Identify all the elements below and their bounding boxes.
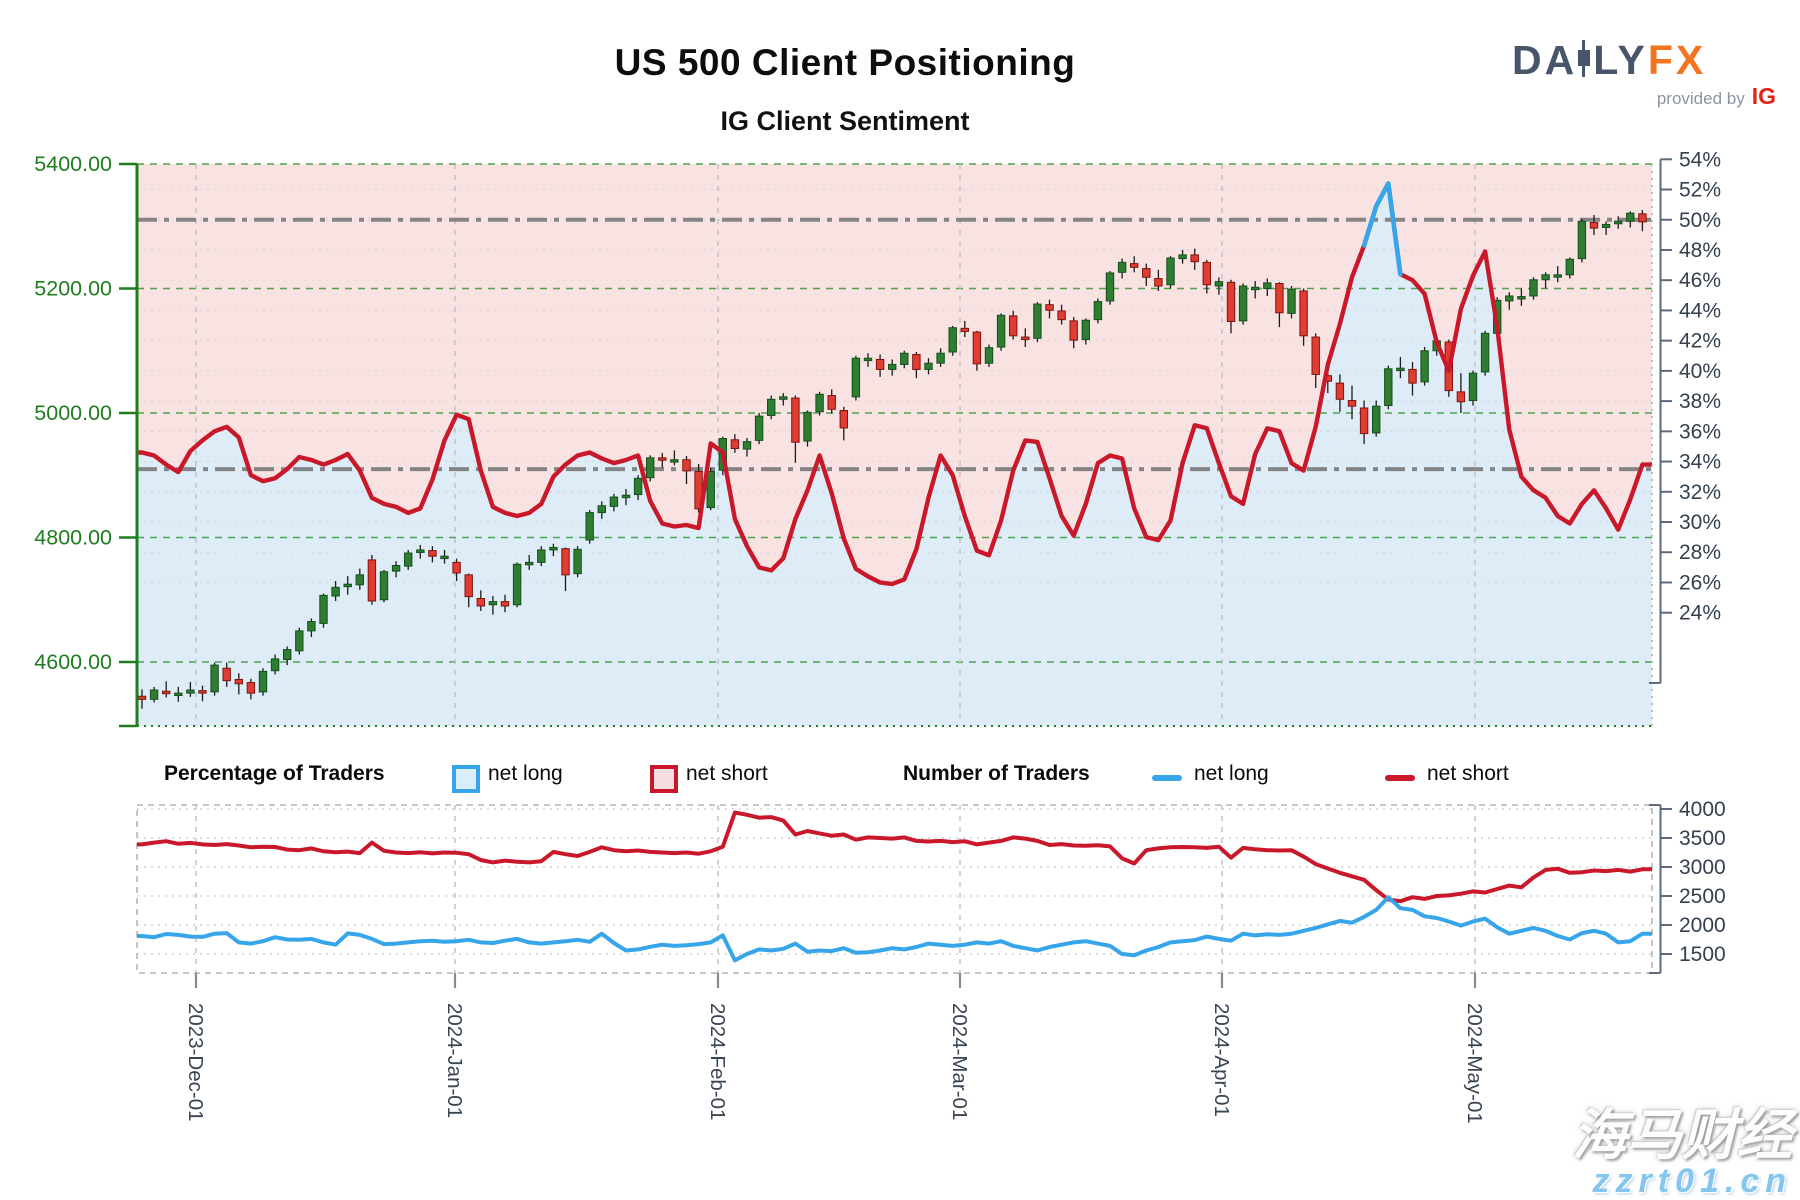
svg-text:2024-Jan-01: 2024-Jan-01 — [443, 1003, 466, 1118]
legend-group-number: Number of Traders — [903, 762, 1090, 785]
legend-group-percentage: Percentage of Traders — [164, 762, 385, 785]
page-title: US 500 Client Positioning — [614, 42, 1076, 83]
legend-net-short-pct: net short — [686, 762, 768, 785]
svg-text:2024-Mar-01: 2024-Mar-01 — [948, 1003, 971, 1120]
svg-text:3500: 3500 — [1679, 827, 1726, 850]
watermark-brand: 海马财经 — [1571, 1103, 1792, 1166]
svg-text:52%: 52% — [1679, 179, 1721, 202]
legend-net-long-count: net long — [1194, 762, 1269, 785]
logo-text-da: DA — [1512, 37, 1578, 83]
svg-text:2024-May-01: 2024-May-01 — [1463, 1003, 1486, 1124]
net-short-line-icon — [1385, 775, 1415, 781]
watermark-site: zzrt01.cn — [1592, 1162, 1792, 1200]
net-long-line-icon — [1152, 775, 1182, 781]
svg-text:1500: 1500 — [1679, 943, 1726, 966]
net-long-square-icon — [452, 765, 480, 793]
dailyfx-wordmark: DA LYFX — [1512, 40, 1782, 81]
svg-text:38%: 38% — [1679, 390, 1721, 413]
watermark: 海马财经 zzrt01.cn — [1571, 1103, 1792, 1200]
svg-text:36%: 36% — [1679, 420, 1721, 443]
svg-text:2500: 2500 — [1679, 885, 1726, 908]
svg-text:30%: 30% — [1679, 511, 1721, 534]
svg-text:54%: 54% — [1679, 148, 1721, 171]
ig-logo: IG — [1751, 83, 1776, 109]
svg-text:44%: 44% — [1679, 299, 1721, 322]
svg-text:2024-Apr-01: 2024-Apr-01 — [1210, 1003, 1233, 1117]
svg-text:5000.00: 5000.00 — [34, 401, 112, 425]
svg-text:3000: 3000 — [1679, 856, 1726, 879]
logo-text-fx: FX — [1647, 37, 1707, 83]
dailyfx-logo: DA LYFX provided by IG — [1512, 40, 1782, 108]
svg-text:4800.00: 4800.00 — [34, 526, 112, 550]
chart-subtitle: IG Client Sentiment — [720, 106, 970, 136]
svg-text:4000: 4000 — [1679, 798, 1726, 821]
svg-text:50%: 50% — [1679, 209, 1721, 232]
svg-text:4600.00: 4600.00 — [34, 650, 112, 674]
net-short-square-icon — [650, 765, 678, 793]
svg-text:2024-Feb-01: 2024-Feb-01 — [706, 1003, 729, 1120]
legend-net-long-pct: net long — [488, 762, 563, 785]
svg-text:34%: 34% — [1679, 451, 1721, 474]
svg-text:28%: 28% — [1679, 541, 1721, 564]
svg-text:32%: 32% — [1679, 481, 1721, 504]
svg-text:2023-Dec-01: 2023-Dec-01 — [184, 1003, 207, 1122]
candlestick-icon — [1578, 40, 1591, 77]
svg-text:40%: 40% — [1679, 360, 1721, 383]
svg-text:2000: 2000 — [1679, 914, 1726, 937]
svg-text:42%: 42% — [1679, 330, 1721, 353]
svg-text:48%: 48% — [1679, 239, 1721, 262]
logo-text-ly: LY — [1593, 37, 1648, 83]
svg-text:5200.00: 5200.00 — [34, 277, 112, 301]
svg-text:24%: 24% — [1679, 602, 1721, 625]
legend-net-short-count: net short — [1427, 762, 1509, 785]
svg-text:46%: 46% — [1679, 269, 1721, 292]
svg-text:26%: 26% — [1679, 571, 1721, 594]
logo-provided-by: provided by IG — [1656, 83, 1776, 109]
svg-text:5400.00: 5400.00 — [34, 152, 112, 176]
